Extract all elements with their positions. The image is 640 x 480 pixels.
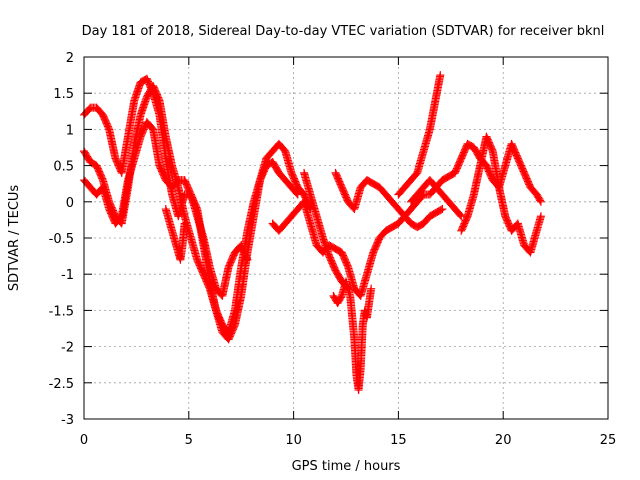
- x-tick-label: 0: [80, 433, 88, 448]
- y-tick-label: -1: [61, 268, 74, 283]
- series-points: [80, 81, 302, 337]
- x-tick-label: 15: [390, 433, 407, 448]
- data-point: [180, 219, 189, 228]
- series-points: [80, 118, 252, 300]
- series-points: [161, 205, 189, 264]
- y-tick-label: -2: [61, 341, 74, 356]
- series-points: [457, 132, 545, 257]
- data-point: [456, 211, 465, 220]
- x-tick-label: 10: [285, 433, 302, 448]
- y-tick-label: -3: [61, 413, 74, 428]
- y-tick-label: -2.5: [49, 377, 74, 392]
- axis-ticks: 2 1.5 1 0.5 0 -0.5 -1 -1.5 -2 -2.5 -3 0 5 10 15 20 25: [49, 51, 617, 448]
- data-point: [367, 284, 376, 293]
- data-point: [292, 189, 301, 198]
- data-point: [438, 205, 447, 214]
- data-point: [243, 255, 252, 264]
- y-axis-label: SDTVAR / TECUs: [7, 185, 22, 292]
- data-point: [293, 190, 302, 199]
- data-points: [80, 71, 545, 395]
- data-point: [536, 212, 545, 221]
- y-tick-label: 2: [66, 51, 74, 66]
- data-point: [536, 197, 545, 206]
- x-axis-label: GPS time / hours: [292, 459, 401, 474]
- data-point: [437, 205, 446, 214]
- y-tick-label: -1.5: [49, 304, 74, 319]
- y-tick-label: 1.5: [53, 87, 74, 102]
- series-points: [331, 168, 447, 232]
- data-point: [242, 254, 251, 263]
- x-tick-label: 25: [600, 433, 617, 448]
- series-points: [268, 190, 428, 300]
- y-tick-label: 0: [66, 196, 74, 211]
- data-point: [436, 71, 445, 80]
- series-points: [329, 277, 376, 395]
- data-point: [536, 196, 545, 205]
- x-tick-label: 20: [495, 433, 512, 448]
- y-tick-label: 0.5: [53, 160, 74, 175]
- chart-title: Day 181 of 2018, Sidereal Day-to-day VTE…: [82, 24, 605, 39]
- y-tick-label: 1: [66, 123, 74, 138]
- series-points: [394, 71, 445, 199]
- y-tick-label: -0.5: [49, 232, 74, 247]
- x-tick-label: 5: [185, 433, 193, 448]
